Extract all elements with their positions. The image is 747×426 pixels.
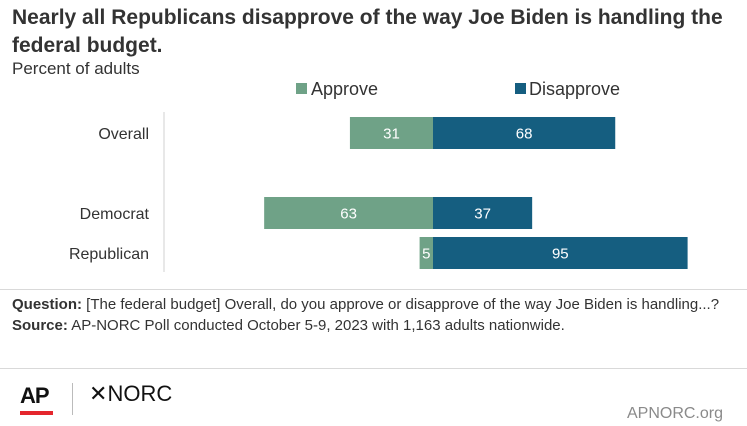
chart-notes: Question: [The federal budget] Overall, … xyxy=(12,294,732,336)
data-label-approve: 5 xyxy=(422,246,430,263)
website-link[interactable]: APNORC.org xyxy=(626,405,723,422)
bar-approve xyxy=(349,117,433,149)
source-note: Source: AP-NORC Poll conducted October 5… xyxy=(12,315,732,336)
category-label: Overall xyxy=(98,126,149,143)
category-label: Democrat xyxy=(80,206,150,223)
bar-disapprove xyxy=(433,117,616,149)
bar-approve xyxy=(419,237,433,269)
bar-approve xyxy=(264,197,433,229)
ap-logo: AP xyxy=(20,383,50,408)
legend-label-approve: Approve xyxy=(311,79,378,99)
bar-chart: Approve Disapprove Overall 31 68 Democrat 63 37… xyxy=(69,79,688,272)
norc-logo-text: NORC xyxy=(107,381,173,406)
question-note: Question: [The federal budget] Overall, … xyxy=(12,294,732,315)
norc-logo: ✕NORC xyxy=(89,381,172,407)
logo-divider xyxy=(72,383,73,415)
bar-disapprove xyxy=(433,197,533,229)
source-label: Source: xyxy=(12,317,68,334)
data-label-disapprove: 37 xyxy=(474,206,491,223)
category-label: Republican xyxy=(69,246,149,263)
source-text: AP-NORC Poll conducted October 5-9, 2023… xyxy=(71,317,565,334)
footer-divider xyxy=(0,368,747,369)
data-label-approve: 63 xyxy=(340,206,357,223)
legend-swatch-disapprove xyxy=(515,83,526,94)
question-text: [The federal budget] Overall, do you app… xyxy=(86,296,720,313)
norc-star-icon: ✕ xyxy=(89,381,108,406)
chart-subtitle: Percent of adults xyxy=(12,59,140,78)
data-label-approve: 31 xyxy=(383,126,400,143)
legend-label-disapprove: Disapprove xyxy=(529,79,620,99)
bar-disapprove xyxy=(433,237,688,269)
ap-logo-underline xyxy=(20,411,53,415)
legend-swatch-approve xyxy=(296,83,307,94)
data-label-disapprove: 68 xyxy=(516,126,533,143)
notes-divider xyxy=(0,289,747,290)
question-label: Question: xyxy=(12,296,82,313)
data-label-disapprove: 95 xyxy=(552,246,569,263)
chart-title: Nearly all Republicans disapprove of the… xyxy=(12,6,723,57)
